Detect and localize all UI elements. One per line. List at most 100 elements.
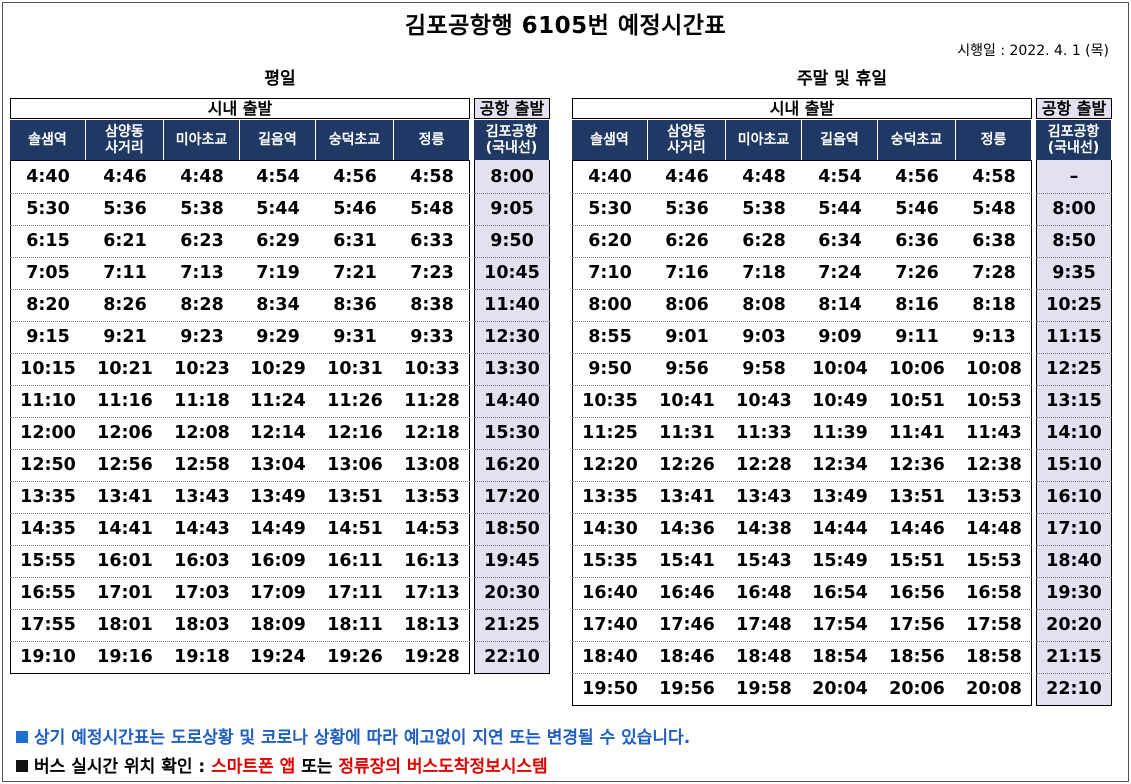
airport-time-cell: 20:30 <box>484 583 540 603</box>
time-cell: 16:01 <box>97 551 153 571</box>
time-cell: 17:01 <box>97 583 153 603</box>
time-cell: 6:38 <box>972 231 1016 251</box>
note-mid: 또는 <box>295 757 339 777</box>
row-divider <box>10 289 470 290</box>
note-app: 스마트폰 앱 <box>211 757 296 777</box>
time-cell: 13:51 <box>889 487 945 507</box>
time-cell: 19:16 <box>97 647 153 667</box>
time-cell: 5:30 <box>588 199 632 219</box>
city-departure-body <box>572 160 1032 706</box>
time-cell: 4:40 <box>26 167 70 187</box>
time-cell: 5:30 <box>26 199 70 219</box>
row-divider <box>1036 321 1112 322</box>
time-cell: 13:08 <box>404 455 460 475</box>
row-divider <box>572 641 1032 642</box>
row-divider <box>474 417 550 418</box>
time-cell: 18:56 <box>889 647 945 667</box>
time-cell: 20:06 <box>889 679 945 699</box>
row-divider <box>474 225 550 226</box>
airport-time-cell: 17:10 <box>1046 519 1102 539</box>
time-cell: 5:46 <box>333 199 377 219</box>
airport-time-cell: 8:00 <box>490 167 534 187</box>
airport-time-cell: 9:05 <box>490 199 534 219</box>
time-cell: 14:48 <box>966 519 1022 539</box>
time-cell: 13:49 <box>250 487 306 507</box>
row-divider <box>572 193 1032 194</box>
airport-time-cell: 16:10 <box>1046 487 1102 507</box>
row-divider <box>10 641 470 642</box>
time-cell: 8:38 <box>410 295 454 315</box>
time-cell: 11:31 <box>659 423 715 443</box>
row-divider <box>1036 289 1112 290</box>
time-cell: 12:00 <box>20 423 76 443</box>
time-cell: 6:20 <box>588 231 632 251</box>
time-cell: 7:05 <box>26 263 70 283</box>
group-header-airport: 공항 출발 <box>1036 98 1112 119</box>
time-cell: 17:58 <box>966 615 1022 635</box>
time-cell: 15:53 <box>966 551 1022 571</box>
time-cell: 8:06 <box>665 295 709 315</box>
time-cell: 9:13 <box>972 327 1016 347</box>
time-cell: 6:31 <box>333 231 377 251</box>
time-cell: 15:51 <box>889 551 945 571</box>
column-header: 미아초교 <box>726 120 802 160</box>
row-divider <box>10 193 470 194</box>
airport-time-cell: 21:15 <box>1046 647 1102 667</box>
row-divider <box>474 257 550 258</box>
time-cell: 4:54 <box>256 167 300 187</box>
airport-time-cell: 22:10 <box>484 647 540 667</box>
time-cell: 9:29 <box>256 327 300 347</box>
time-cell: 4:46 <box>665 167 709 187</box>
airport-time-cell: 21:25 <box>484 615 540 635</box>
airport-time-cell: – <box>1069 167 1079 187</box>
airport-time-cell: 18:40 <box>1046 551 1102 571</box>
note-realtime-prefix: 버스 실시간 위치 확인 : <box>34 757 212 777</box>
time-cell: 11:39 <box>812 423 868 443</box>
time-cell: 14:35 <box>20 519 76 539</box>
time-cell: 9:09 <box>818 327 862 347</box>
time-cell: 16:54 <box>812 583 868 603</box>
column-header: 미아초교 <box>164 120 240 160</box>
time-cell: 18:09 <box>250 615 306 635</box>
time-cell: 6:26 <box>665 231 709 251</box>
black-square-icon <box>16 760 28 772</box>
time-cell: 11:25 <box>582 423 638 443</box>
time-cell: 11:18 <box>174 391 230 411</box>
time-cell: 10:51 <box>889 391 945 411</box>
row-divider <box>1036 385 1112 386</box>
time-cell: 7:26 <box>895 263 939 283</box>
time-cell: 16:11 <box>327 551 383 571</box>
time-cell: 18:48 <box>736 647 792 667</box>
row-divider <box>10 225 470 226</box>
column-header: 길음역 <box>802 120 878 160</box>
row-divider <box>474 577 550 578</box>
time-cell: 5:38 <box>742 199 786 219</box>
airport-time-cell: 12:30 <box>484 327 540 347</box>
row-divider <box>1036 641 1112 642</box>
time-cell: 12:58 <box>174 455 230 475</box>
row-divider <box>1036 481 1112 482</box>
row-divider <box>474 289 550 290</box>
time-cell: 5:36 <box>103 199 147 219</box>
row-divider <box>474 193 550 194</box>
column-header: 삼양동 사거리 <box>86 120 164 160</box>
time-cell: 20:08 <box>966 679 1022 699</box>
row-divider <box>10 577 470 578</box>
note-delay-text: 상기 예정시간표는 도로상황 및 코로나 상황에 따라 예고없이 지연 또는 변… <box>34 728 691 748</box>
row-divider <box>1036 353 1112 354</box>
row-divider <box>474 641 550 642</box>
column-header: 숭덕초교 <box>878 120 956 160</box>
time-cell: 4:54 <box>818 167 862 187</box>
time-cell: 13:35 <box>582 487 638 507</box>
row-divider <box>1036 673 1112 674</box>
row-divider <box>10 609 470 610</box>
time-cell: 6:23 <box>180 231 224 251</box>
time-cell: 6:15 <box>26 231 70 251</box>
row-divider <box>572 513 1032 514</box>
time-cell: 12:06 <box>97 423 153 443</box>
row-divider <box>10 385 470 386</box>
time-cell: 10:41 <box>659 391 715 411</box>
time-cell: 7:19 <box>256 263 300 283</box>
row-divider <box>572 417 1032 418</box>
group-header-airport: 공항 출발 <box>474 98 550 119</box>
